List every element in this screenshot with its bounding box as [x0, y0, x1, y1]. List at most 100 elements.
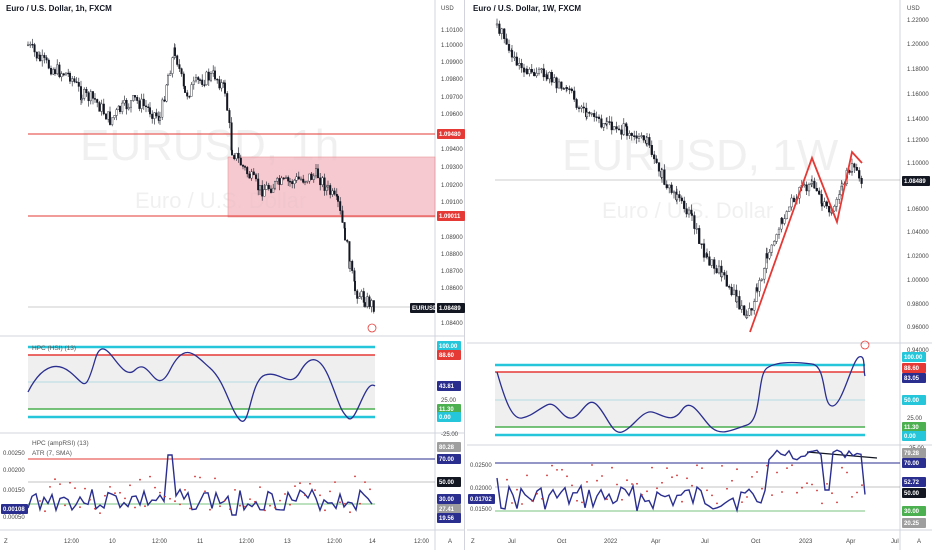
svg-text:0.01702: 0.01702 [470, 497, 492, 503]
rsi-tick-label: 25.00 [441, 398, 457, 404]
candle-body [758, 280, 761, 292]
candle-body [518, 63, 521, 66]
atr-dot [841, 466, 843, 469]
atr-dot [831, 492, 833, 495]
atr-dot [536, 492, 538, 495]
candle-body [136, 97, 139, 101]
candle-body [163, 99, 166, 102]
candle-body [226, 93, 229, 111]
atr-dot [284, 493, 286, 495]
candle-body [83, 88, 86, 99]
candle-body [111, 117, 114, 125]
candle-body [267, 184, 270, 190]
candle-body [660, 169, 664, 178]
candle-body [773, 241, 776, 246]
candle-body [188, 95, 191, 98]
atr-dot [64, 504, 66, 507]
candle-body [259, 185, 262, 191]
candle-body [203, 84, 206, 86]
candle-body [820, 203, 824, 207]
atr-dot [149, 475, 151, 478]
candle-body [77, 82, 80, 87]
candle-body [630, 133, 633, 136]
svg-text:52.72: 52.72 [904, 480, 920, 486]
atr-dot [69, 481, 71, 484]
atr-dot [701, 467, 703, 469]
atr-dot [596, 479, 598, 482]
atr-dot [821, 502, 823, 505]
candle-body [113, 115, 116, 118]
time-axis-label: 10 [109, 539, 116, 545]
atr-dot [244, 505, 246, 508]
candle-body [129, 100, 132, 108]
candle-body [52, 69, 55, 75]
svg-text:43.81: 43.81 [439, 384, 455, 390]
candle-body [364, 302, 367, 307]
atr-dot [671, 476, 673, 479]
candle-body [171, 57, 174, 74]
candle-body [622, 123, 625, 135]
candle-body [678, 194, 681, 199]
candle-body [358, 296, 361, 299]
atr-dot [531, 500, 533, 502]
time-axis-label: 2023 [799, 539, 813, 545]
candle-body [43, 54, 46, 58]
atr-value-tag: 30.00 [437, 494, 461, 504]
candle-body [665, 184, 668, 189]
candle-body [155, 112, 158, 117]
auto-scale-button: A [917, 539, 921, 545]
right-chart-title: Euro / U.S. Dollar, 1W, FXCM [473, 4, 582, 13]
candle-body [180, 68, 183, 75]
candle-body [655, 158, 658, 163]
candle-body [351, 260, 354, 271]
atr-dot [846, 471, 848, 474]
price-tick-label: 0.98000 [907, 302, 929, 308]
candle-body [315, 168, 318, 177]
candle-body [693, 215, 696, 229]
candle-body [212, 70, 215, 74]
atr-dot [746, 496, 748, 498]
candle-body [317, 168, 320, 179]
price-tick-label: 1.08700 [441, 269, 463, 275]
rsi-line [496, 356, 866, 433]
candle-body [80, 98, 83, 101]
candle-body [792, 197, 796, 202]
candle-body [186, 92, 189, 97]
atr-dot [651, 466, 653, 469]
time-axis-label: 13 [284, 539, 291, 545]
candle-body [653, 154, 656, 160]
atr-dot [154, 486, 156, 489]
svg-text:11.30: 11.30 [439, 407, 454, 413]
candle-body [698, 228, 701, 244]
atr-dot [556, 469, 558, 471]
candle-body [89, 91, 92, 102]
atr-value-tag: 20.25 [902, 518, 926, 528]
candle-body [753, 301, 756, 311]
price-tick-label: 1.09700 [441, 95, 463, 101]
candle-body [241, 164, 244, 167]
lightning-icon [367, 323, 377, 333]
left-chart-pane[interactable]: EURUSD, 1h Euro / U.S. Dollar 1.10100 1.100… [0, 0, 465, 550]
candle-body [356, 290, 359, 299]
atr-dot [801, 486, 803, 489]
candle-body [683, 200, 686, 209]
candle-body [522, 67, 526, 73]
candle-body [337, 196, 340, 202]
candle-body [329, 185, 332, 195]
candle-body [58, 64, 61, 78]
rsi-value-tag: 88.60 [437, 350, 461, 360]
atr-value-tag: 70.00 [902, 458, 926, 468]
time-axis-label: Oct [751, 539, 761, 545]
svg-text:100.00: 100.00 [439, 344, 458, 350]
candle-body [263, 189, 266, 197]
atr-dot [856, 491, 858, 494]
candle-body [515, 56, 518, 66]
candle-body [73, 78, 76, 82]
candle-body [553, 77, 556, 83]
candle-body [107, 111, 110, 120]
svg-text:88.60: 88.60 [439, 353, 455, 359]
price-tick-label: 1.08800 [441, 252, 463, 258]
